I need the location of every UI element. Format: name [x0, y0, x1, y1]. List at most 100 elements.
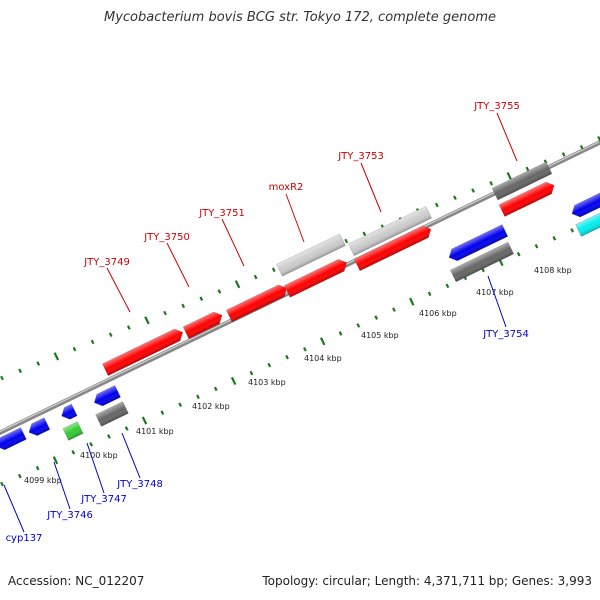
minor-tick [579, 144, 584, 150]
callout-line [86, 442, 105, 494]
gene-jty-3748-feature[interactable] [95, 401, 129, 427]
minor-tick [71, 450, 76, 455]
gene-callout[interactable]: JTY_3751 [198, 208, 245, 267]
major-tick [230, 376, 237, 386]
minor-tick [199, 296, 204, 301]
minor-tick [271, 267, 276, 273]
minor-tick [516, 251, 521, 257]
minor-tick [124, 426, 129, 431]
minor-tick [89, 442, 93, 447]
callout-line [496, 112, 518, 162]
minor-tick [108, 332, 113, 338]
tick-label: 4102 kbp [192, 402, 230, 411]
minor-tick [561, 152, 566, 157]
tick-label: 4106 kbp [419, 309, 457, 318]
minor-tick [285, 354, 289, 360]
gene-callout[interactable]: JTY_3746 [46, 461, 93, 521]
minor-tick [107, 434, 111, 439]
callout-line [487, 275, 507, 328]
gene-callout[interactable]: JTY_3753 [337, 151, 384, 213]
gene-label[interactable]: cyp137 [6, 533, 43, 544]
minor-tick [427, 291, 432, 297]
minor-tick [163, 310, 167, 316]
minor-tick [72, 346, 77, 352]
gene-pseudo-a-feature[interactable] [276, 233, 346, 277]
gene-blue-h-feature[interactable] [26, 417, 51, 438]
callout-line [221, 218, 245, 267]
tick-label: 4100 kbp [80, 451, 118, 460]
major-tick [141, 416, 148, 425]
gene-callout[interactable]: JTY_3749 [83, 257, 131, 313]
minor-tick [434, 202, 439, 208]
gene-jty-3753-feature[interactable] [353, 223, 433, 272]
callout-line [3, 484, 25, 533]
major-tick [319, 337, 326, 346]
gene-jty-3747-feature[interactable] [59, 403, 78, 422]
tick-label: 4105 kbp [361, 331, 399, 340]
gene-cyan-f-feature[interactable] [575, 211, 600, 237]
minor-tick [392, 307, 396, 312]
minor-tick [213, 386, 218, 392]
gene-blue-e-feature[interactable] [569, 190, 600, 219]
gene-jty-3750-feature[interactable] [182, 309, 225, 339]
gene-label[interactable]: JTY_3753 [337, 151, 384, 162]
gene-callout[interactable]: JTY_3747 [80, 442, 127, 505]
inner-tick-ring [0, 218, 593, 487]
major-tick [144, 316, 150, 325]
gene-callout[interactable]: JTY_3755 [473, 101, 520, 162]
gene-label[interactable]: JTY_3751 [198, 208, 245, 219]
tick-label: 4103 kbp [248, 378, 286, 387]
minor-tick [303, 346, 307, 352]
minor-tick [552, 236, 557, 241]
callout-line [106, 267, 131, 313]
gene-label[interactable]: JTY_3746 [46, 510, 93, 521]
minor-tick [126, 325, 131, 330]
minor-tick [90, 339, 95, 345]
callout-line [166, 242, 190, 288]
minor-tick [35, 465, 40, 471]
gene-pseudo-b-feature[interactable] [348, 206, 432, 256]
major-tick [409, 297, 415, 306]
minor-tick [36, 361, 41, 366]
gene-label[interactable]: JTY_3755 [473, 101, 520, 112]
minor-tick [453, 195, 457, 201]
gene-jty-3751-feature[interactable] [225, 282, 289, 323]
callout-line [53, 461, 71, 510]
tick-label: 4099 kbp [24, 476, 62, 485]
gene-label[interactable]: JTY_3748 [116, 479, 163, 490]
minor-tick [178, 402, 183, 408]
tick-label: 4107 kbp [476, 288, 514, 297]
gene-moxr2-feature[interactable] [284, 257, 349, 298]
gene-jty-3754-feature[interactable] [446, 224, 509, 264]
callout-line [121, 432, 141, 479]
gene-jty-3749-feature[interactable] [102, 326, 185, 376]
gene-jty-3755-feature[interactable] [491, 161, 553, 201]
gene-blue-g-feature[interactable] [91, 385, 121, 408]
gene-jty-3746-feature[interactable] [62, 421, 84, 441]
minor-tick [160, 410, 165, 415]
minor-tick [344, 238, 349, 244]
gene-label[interactable]: JTY_3747 [80, 494, 127, 505]
minor-tick [196, 394, 200, 400]
gene-callout[interactable]: moxR2 [269, 182, 305, 243]
gene-callout[interactable]: JTY_3750 [143, 232, 190, 288]
minor-tick [253, 274, 258, 280]
tick-label: 4108 kbp [534, 266, 572, 275]
genome-summary: Topology: circular; Length: 4,371,711 bp… [262, 574, 592, 588]
gene-label[interactable]: moxR2 [269, 182, 304, 193]
tick-label: 4101 kbp [136, 427, 174, 436]
gene-label[interactable]: JTY_3749 [83, 257, 130, 268]
gene-callout[interactable]: cyp137 [3, 484, 43, 544]
gene-callout[interactable]: JTY_3754 [482, 275, 529, 340]
minor-tick [267, 362, 272, 368]
gene-label[interactable]: JTY_3754 [482, 329, 529, 340]
gene-cyp137-feature[interactable] [0, 427, 27, 453]
minor-tick [570, 228, 575, 233]
major-tick [53, 352, 60, 361]
gene-callout[interactable]: JTY_3748 [116, 432, 163, 490]
gene-red-c-feature[interactable] [498, 180, 557, 217]
gene-gray-d-feature[interactable] [449, 241, 515, 283]
gene-label[interactable]: JTY_3750 [143, 232, 190, 243]
major-tick [506, 172, 513, 181]
map-title: Mycobacterium bovis BCG str. Tokyo 172, … [104, 10, 496, 25]
